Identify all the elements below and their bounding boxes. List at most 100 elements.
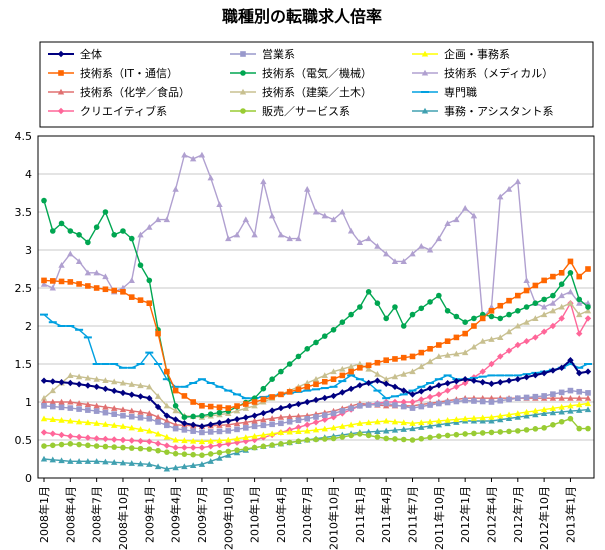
data-point [154, 463, 162, 470]
data-point [391, 426, 399, 433]
data-point [172, 403, 179, 409]
data-point [382, 380, 390, 387]
data-point [523, 277, 530, 283]
data-point [93, 224, 100, 230]
data-point [357, 431, 363, 437]
data-point [436, 342, 442, 348]
data-point [426, 422, 434, 429]
data-point [409, 425, 416, 432]
data-point [216, 201, 223, 207]
x-tick-label: 2009年10月 [221, 486, 235, 550]
data-point [172, 407, 179, 414]
data-point [505, 411, 513, 418]
data-point [374, 401, 381, 408]
data-point [339, 372, 346, 379]
data-point [128, 413, 135, 420]
data-point [198, 423, 206, 430]
data-point [418, 419, 425, 426]
data-point [532, 411, 539, 418]
data-point [75, 458, 83, 464]
data-point [523, 304, 530, 310]
data-point [75, 258, 83, 264]
data-point [532, 300, 539, 307]
data-point [128, 277, 135, 283]
data-point [330, 392, 337, 400]
data-point [506, 428, 512, 435]
data-point [40, 395, 48, 401]
data-point [567, 402, 574, 409]
data-point [207, 403, 214, 410]
data-point [260, 422, 267, 429]
data-point [479, 417, 486, 424]
data-point [444, 420, 451, 427]
data-point [461, 379, 469, 387]
data-point [93, 408, 100, 414]
data-point [374, 418, 381, 425]
data-point [321, 212, 328, 219]
data-point [471, 430, 477, 437]
data-point [365, 365, 372, 372]
data-point [137, 426, 144, 432]
data-point [488, 414, 495, 420]
data-point [585, 425, 591, 432]
data-point [278, 391, 284, 398]
data-point [321, 372, 328, 378]
data-point [365, 419, 372, 426]
data-point [585, 304, 591, 310]
data-point [444, 220, 451, 226]
data-point [409, 250, 416, 257]
data-point [67, 379, 74, 387]
data-point [181, 444, 188, 451]
data-point [558, 389, 565, 396]
y-tick-label: 3 [25, 244, 32, 257]
legend-swatch-marker [58, 70, 64, 76]
data-point [260, 396, 267, 403]
data-point [286, 402, 293, 410]
data-point [137, 460, 144, 467]
series-10 [41, 415, 591, 459]
data-point [225, 436, 232, 443]
data-point [497, 397, 504, 404]
data-point [154, 393, 162, 399]
data-point [374, 243, 381, 249]
data-point [85, 442, 91, 449]
data-point [365, 379, 372, 387]
data-point [110, 387, 118, 395]
data-point [312, 396, 320, 404]
data-point [584, 307, 592, 314]
data-point [154, 216, 162, 223]
data-point [576, 425, 583, 432]
data-point [102, 209, 109, 215]
data-point [576, 401, 583, 408]
data-point [76, 441, 82, 448]
x-tick-label: 2010年1月 [248, 486, 262, 543]
data-point [374, 428, 381, 434]
data-point [67, 228, 74, 234]
data-point [268, 430, 276, 437]
data-point [348, 311, 354, 318]
data-point [190, 428, 196, 434]
data-point [146, 410, 153, 416]
data-point [382, 250, 390, 257]
data-point [277, 429, 285, 435]
data-point [304, 427, 311, 434]
data-point [506, 311, 512, 318]
data-point [374, 300, 381, 307]
data-point [198, 461, 206, 467]
data-point [207, 174, 214, 181]
data-point [234, 447, 240, 453]
data-point [558, 303, 565, 310]
data-point [532, 393, 539, 400]
data-point [304, 437, 311, 443]
data-point [286, 413, 293, 420]
data-point [470, 212, 478, 219]
data-point [540, 311, 548, 318]
data-point [471, 323, 477, 329]
x-tick-label: 2008年7月 [90, 486, 104, 543]
data-point [391, 258, 399, 264]
data-point [558, 408, 565, 415]
data-point [584, 400, 592, 407]
data-point [268, 415, 276, 422]
data-point [189, 462, 197, 469]
data-point [540, 410, 548, 416]
